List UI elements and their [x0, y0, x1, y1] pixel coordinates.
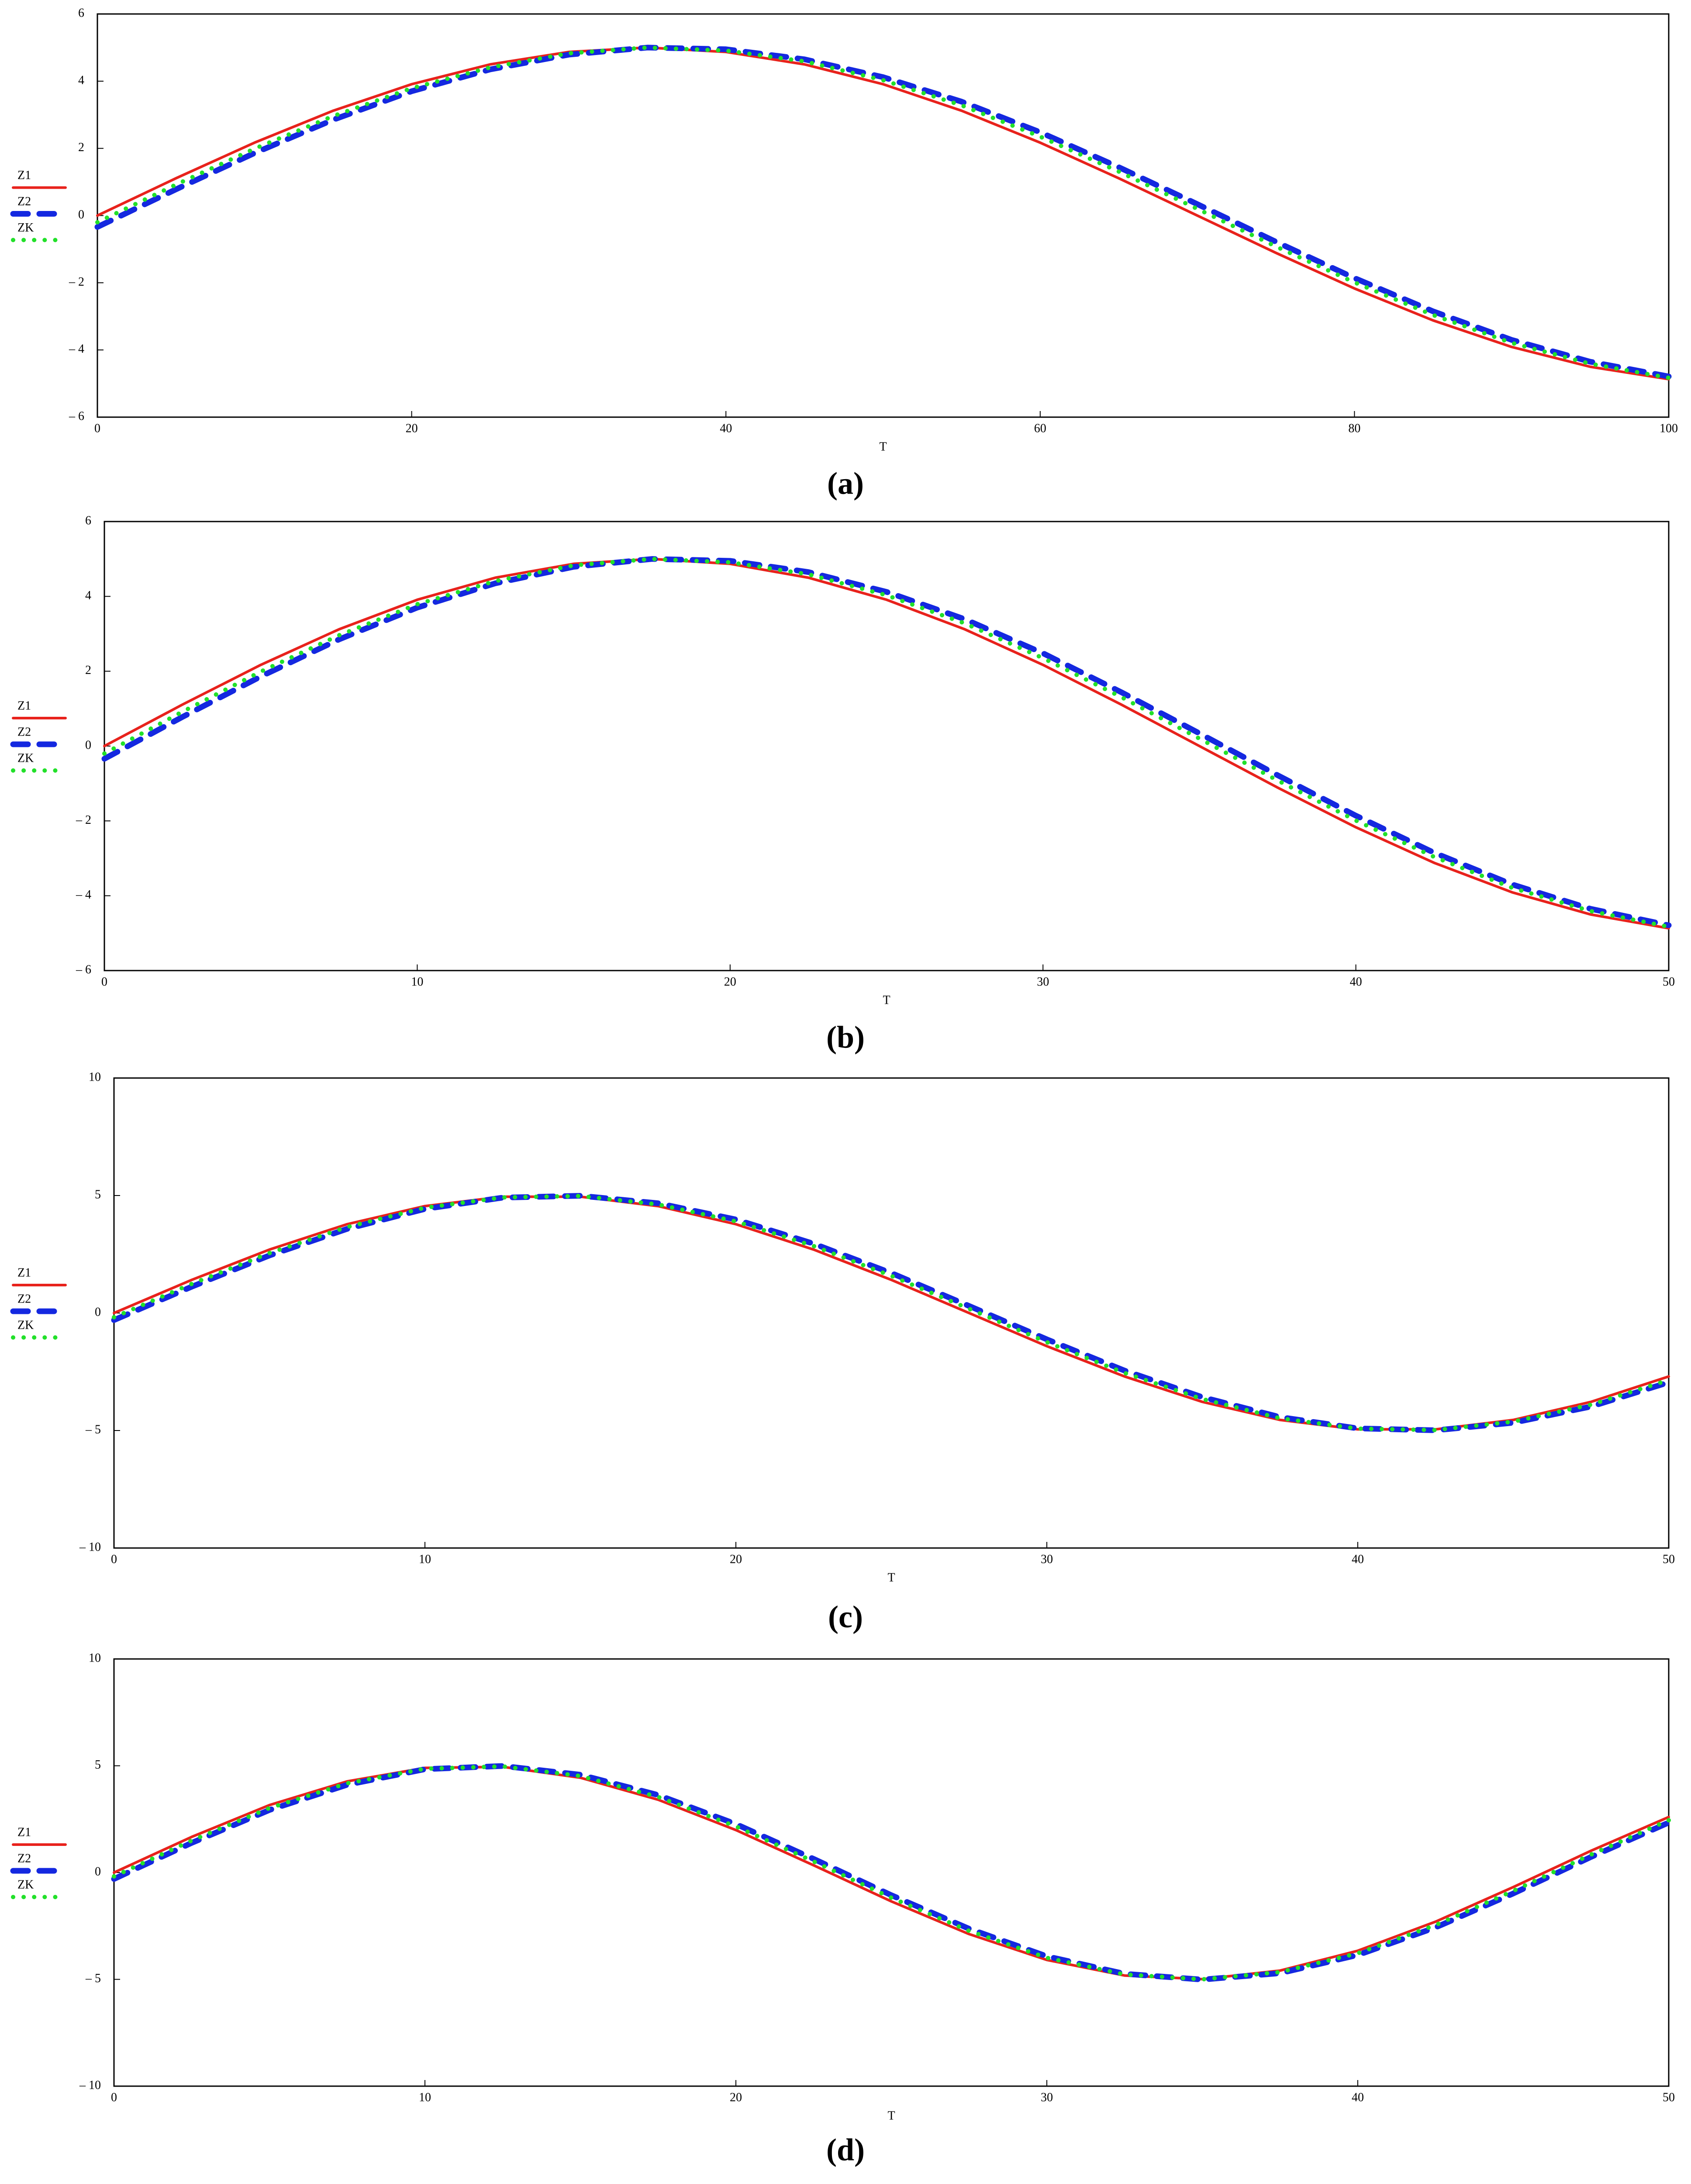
series-line — [95, 45, 1671, 380]
x-tick-label: 50 — [1663, 1552, 1675, 1566]
x-tick-label: 30 — [1041, 1552, 1053, 1566]
x-tick-label: 30 — [1041, 2091, 1053, 2104]
y-tick-label: – 5 — [85, 1972, 101, 1985]
caption: (c) — [828, 1600, 863, 1635]
plot-frame — [104, 521, 1670, 971]
legend-label: ZK — [17, 751, 34, 765]
y-tick-label: 10 — [89, 1070, 101, 1084]
legend-label: Z2 — [17, 195, 31, 208]
x-tick-label: 10 — [419, 1552, 431, 1566]
y-tick-label: – 10 — [79, 2078, 101, 2092]
y-tick-label: – 10 — [79, 1540, 101, 1554]
series-line — [103, 557, 1670, 930]
y-tick-label: 10 — [89, 1651, 101, 1665]
x-tick-label: 20 — [724, 975, 736, 988]
x-tick-label: 20 — [406, 422, 418, 435]
x-tick-label: 10 — [411, 975, 423, 988]
x-tick-label: 30 — [1037, 975, 1049, 988]
caption: (a) — [827, 466, 864, 501]
y-tick-label: 0 — [85, 738, 91, 752]
x-axis-label: T — [887, 1571, 895, 1584]
legend-label: Z1 — [17, 1825, 31, 1839]
y-tick-label: – 2 — [76, 813, 91, 827]
y-tick-label: 0 — [95, 1305, 101, 1319]
series-line — [101, 556, 1672, 928]
y-tick-label: – 4 — [76, 888, 91, 902]
plot-frame — [113, 1077, 1670, 1549]
x-tick-label: 60 — [1034, 422, 1046, 435]
legend-label: ZK — [17, 221, 34, 235]
series-line — [94, 45, 1672, 380]
series-line — [96, 46, 1670, 381]
y-tick-label: 6 — [78, 6, 84, 20]
legend-label: ZK — [17, 1878, 34, 1891]
plot-frame — [113, 1658, 1670, 2087]
series-line — [111, 1193, 1672, 1433]
x-tick-label: 20 — [730, 2091, 742, 2104]
x-tick-label: 50 — [1663, 2091, 1675, 2104]
series-line — [112, 1194, 1671, 1432]
y-tick-label: – 5 — [85, 1423, 101, 1436]
legend-label: Z1 — [17, 169, 31, 182]
series-line — [112, 1764, 1671, 1982]
y-tick-label: – 2 — [69, 275, 84, 289]
y-tick-label: – 4 — [69, 342, 84, 356]
x-tick-label: 80 — [1348, 422, 1360, 435]
x-tick-label: 40 — [1350, 975, 1362, 988]
series-line — [102, 556, 1671, 929]
y-tick-label: 0 — [78, 208, 84, 221]
caption: (d) — [826, 2132, 865, 2167]
legend-label: Z2 — [17, 1852, 31, 1865]
y-tick-label: 4 — [85, 589, 91, 602]
x-tick-label: 0 — [101, 975, 107, 988]
x-axis-label: T — [883, 993, 890, 1007]
x-axis-label: T — [879, 440, 887, 453]
x-tick-label: 0 — [111, 1552, 117, 1566]
y-tick-label: – 6 — [76, 963, 91, 976]
legend-label: Z1 — [17, 699, 31, 712]
y-tick-label: 2 — [78, 141, 84, 154]
y-tick-label: 0 — [95, 1865, 101, 1878]
x-tick-label: 0 — [94, 422, 100, 435]
x-tick-label: 40 — [1352, 2091, 1364, 2104]
x-tick-label: 20 — [730, 1552, 742, 1566]
legend-label: ZK — [17, 1318, 34, 1332]
x-tick-label: 50 — [1663, 975, 1675, 988]
series-line — [113, 1195, 1670, 1431]
y-tick-label: 6 — [85, 514, 91, 527]
y-tick-label: 4 — [78, 73, 84, 87]
legend-label: Z2 — [17, 725, 31, 739]
y-tick-label: 5 — [95, 1758, 101, 1772]
x-tick-label: 40 — [720, 422, 732, 435]
y-tick-label: – 6 — [69, 409, 84, 423]
legend-label: Z2 — [17, 1292, 31, 1306]
series-line — [111, 1763, 1672, 1983]
caption: (b) — [826, 1020, 865, 1055]
legend-label: Z1 — [17, 1266, 31, 1279]
y-tick-label: 2 — [85, 663, 91, 677]
x-tick-label: 0 — [111, 2091, 117, 2104]
x-tick-label: 10 — [419, 2091, 431, 2104]
x-tick-label: 40 — [1352, 1552, 1364, 1566]
y-tick-label: 5 — [95, 1188, 101, 1201]
x-tick-label: 100 — [1660, 422, 1678, 435]
x-axis-label: T — [887, 2109, 895, 2122]
series-line — [113, 1765, 1670, 1981]
